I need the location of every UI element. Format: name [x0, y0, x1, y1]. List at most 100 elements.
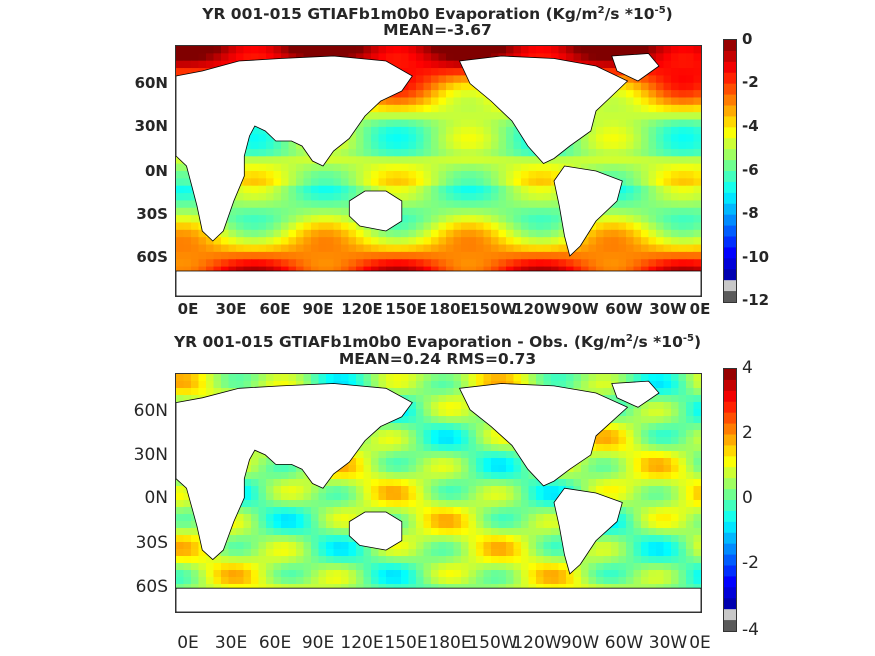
colorbar-swatch — [724, 576, 736, 588]
colorbar-swatch — [724, 478, 736, 490]
colorbar-swatch — [724, 50, 736, 63]
colorbar-swatch — [724, 105, 736, 117]
colorbar-swatch — [724, 72, 736, 85]
top-cbar-tick-label: -12 — [742, 291, 770, 309]
colorbar-swatch — [724, 587, 736, 599]
top-title-text-units: /s *10 — [604, 5, 655, 24]
colorbar-swatch — [724, 532, 736, 545]
top-lon-tick-label: 90E — [302, 300, 334, 318]
bottom-cbar-tick-label: 0 — [742, 488, 753, 508]
bottom-lon-tick-label: 120E — [340, 633, 384, 653]
land-mass — [458, 383, 629, 487]
colorbar-swatch — [724, 510, 736, 523]
top-lat-tick-label: 60S — [136, 248, 168, 266]
colorbar-swatch — [724, 236, 736, 248]
colorbar-swatch — [724, 390, 736, 403]
top-cbar-tick-label: 0 — [742, 30, 753, 48]
colorbar-swatch — [724, 412, 736, 425]
bottom-lon-tick-label: 120W — [512, 633, 562, 653]
top-cbar-tick-label: -8 — [742, 204, 759, 222]
colorbar-swatch — [724, 269, 736, 281]
top-lon-tick-label: 180E — [429, 300, 471, 318]
colorbar-swatch — [724, 214, 736, 227]
map-bottom-field — [176, 374, 701, 612]
bottom-title: YR 001-015 GTIAFb1m0b0 Evaporation - Obs… — [0, 330, 875, 351]
bottom-title-sup-exponent: 2 — [625, 333, 633, 344]
colorbar-swatch — [724, 160, 736, 172]
bottom-difference-map — [175, 373, 702, 613]
colorbar-swatch — [724, 203, 736, 216]
colorbar-swatch — [724, 456, 736, 468]
top-lon-tick-label: 120W — [513, 300, 561, 318]
bottom-lon-tick-label: 90E — [301, 633, 335, 653]
colorbar-swatch — [724, 40, 736, 52]
bottom-title-text: YR 001-015 GTIAFb1m0b0 Evaporation - Obs… — [173, 333, 626, 352]
bottom-lon-tick-label: 90W — [560, 633, 600, 653]
colorbar-swatch — [724, 423, 736, 435]
colorbar-swatch — [724, 116, 736, 128]
top-lon-tick-label: 0E — [177, 300, 199, 318]
colorbar-swatch — [724, 554, 736, 566]
bottom-title-sup-scale: -5 — [682, 333, 694, 344]
colorbar-swatch — [724, 521, 736, 534]
colorbar-swatch — [724, 291, 736, 302]
colorbar-swatch — [724, 369, 736, 381]
land-mass — [176, 55, 413, 242]
bottom-title-close: ) — [693, 333, 702, 352]
colorbar-swatch — [724, 61, 736, 74]
colorbar-swatch — [724, 609, 736, 621]
land-mass — [348, 190, 403, 232]
colorbar-swatch — [724, 247, 736, 259]
colorbar-swatch — [724, 181, 736, 194]
land-mass — [176, 383, 413, 561]
top-title-close: ) — [665, 5, 673, 24]
top-lon-tick-label: 150W — [469, 300, 517, 318]
bottom-title-text-units: /s *10 — [632, 333, 683, 352]
top-lon-tick-label: 60E — [259, 300, 291, 318]
bottom-lon-tick-label: 150W — [468, 633, 518, 653]
top-cbar-tick-label: -2 — [742, 73, 759, 91]
top-cbar-tick-label: -6 — [742, 161, 759, 179]
bottom-lon-tick-label: 180E — [428, 633, 472, 653]
map-top-land — [176, 53, 701, 296]
colorbar-swatch — [724, 94, 736, 106]
top-lon-tick-label: 30E — [215, 300, 247, 318]
colorbar-swatch — [724, 434, 736, 446]
bottom-lat-tick-label: 0N — [144, 488, 168, 508]
land-mass — [611, 380, 660, 408]
top-colorbar — [723, 39, 737, 303]
cbar-top-gradient — [724, 40, 736, 302]
top-lat-tick-label: 60N — [134, 74, 168, 92]
colorbar-swatch — [724, 543, 736, 556]
land-mass — [553, 165, 623, 257]
colorbar-swatch — [724, 401, 736, 414]
bottom-cbar-tick-label: -4 — [742, 620, 759, 640]
bottom-lon-tick-label: 0E — [689, 633, 711, 653]
bottom-lon-tick-label: 60E — [258, 633, 292, 653]
top-lon-tick-label: 120E — [341, 300, 383, 318]
top-lat-tick-label: 30S — [136, 205, 168, 223]
top-lon-tick-label: 150E — [385, 300, 427, 318]
top-cbar-tick-label: -10 — [742, 248, 770, 266]
bottom-cbar-tick-label: 2 — [742, 423, 753, 443]
land-mass — [553, 487, 623, 575]
bottom-lat-tick-label: 60N — [133, 401, 168, 421]
colorbar-swatch — [724, 83, 736, 96]
bottom-lat-tick-label: 60S — [135, 577, 168, 597]
colorbar-swatch — [724, 138, 736, 150]
map-bottom-land — [176, 380, 701, 612]
top-evaporation-map — [175, 45, 702, 297]
colorbar-swatch — [724, 258, 736, 270]
top-lon-tick-label: 90W — [561, 300, 599, 318]
colorbar-swatch — [724, 565, 736, 577]
top-cbar-tick-label: -4 — [742, 117, 759, 135]
land-mass — [348, 511, 403, 551]
bottom-lon-tick-label: 30E — [214, 633, 248, 653]
cbar-bottom-gradient — [724, 369, 736, 631]
top-title: YR 001-015 GTIAFb1m0b0 Evaporation (Kg/m… — [0, 2, 875, 23]
colorbar-swatch — [724, 620, 736, 631]
colorbar-swatch — [724, 127, 736, 139]
top-stats: MEAN=-3.67 — [383, 21, 492, 39]
top-lon-tick-label: 30W — [649, 300, 687, 318]
land-mass — [176, 270, 701, 296]
